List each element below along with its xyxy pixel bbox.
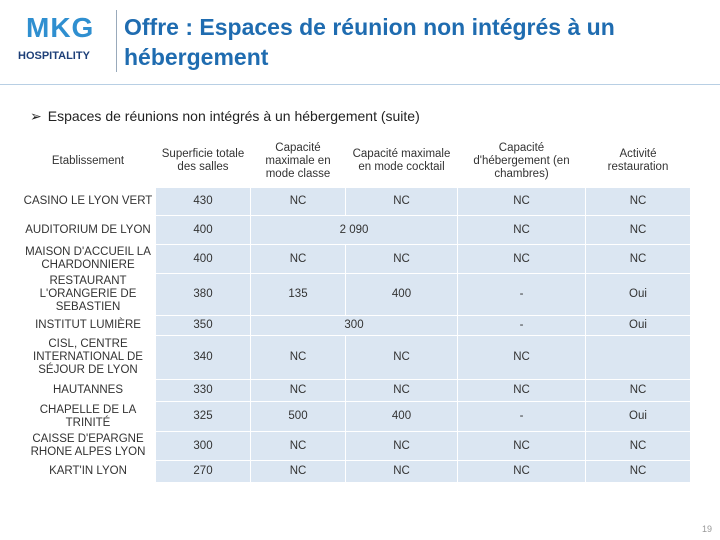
establishment-cell: RESTAURANT L'ORANGERIE DE SEBASTIEN (20, 273, 156, 316)
table-cell: NC (457, 379, 586, 402)
column-header: Capacité maximale en mode cocktail (345, 134, 458, 188)
table-cell: NC (585, 431, 691, 461)
table-cell: NC (250, 244, 346, 274)
establishment-cell: KART'IN LYON (20, 460, 156, 483)
table-cell: NC (585, 244, 691, 274)
column-header: Superficie totale des salles (155, 134, 251, 188)
establishment-cell: AUDITORIUM DE LYON (20, 215, 156, 245)
logo-subtext: HOSPITALITY (18, 50, 90, 62)
table-cell: 400 (155, 215, 251, 245)
table-cell: 300 (155, 431, 251, 461)
table-cell: NC (457, 244, 586, 274)
table-cell: NC (345, 431, 458, 461)
table-row: KART'IN LYON 270 NC NC NC NC (20, 460, 691, 483)
establishment-cell: MAISON D'ACCUEIL LA CHARDONNIERE (20, 244, 156, 274)
table-cell: NC (585, 187, 691, 216)
table-cell (585, 335, 691, 380)
logo: MKG HOSPITALITY (12, 12, 112, 68)
table-cell: Oui (585, 273, 691, 316)
table-cell: 135 (250, 273, 346, 316)
subtitle: Espaces de réunions non intégrés à un hé… (30, 108, 420, 125)
table-cell: NC (345, 244, 458, 274)
table-row: RESTAURANT L'ORANGERIE DE SEBASTIEN 380 13… (20, 273, 691, 316)
table-row: CHAPELLE DE LA TRINITÉ 325 500 400- Oui (20, 401, 691, 432)
table-cell: NC (345, 187, 458, 216)
table-cell: 300 (250, 315, 458, 336)
table-cell: 350 (155, 315, 251, 336)
table-cell: - (457, 401, 586, 432)
table-row: MAISON D'ACCUEIL LA CHARDONNIERE 400 NC NC N… (20, 244, 691, 274)
column-header: Capacité maximale en mode classe (250, 134, 346, 188)
establishment-cell: CHAPELLE DE LA TRINITÉ (20, 401, 156, 432)
table-cell: NC (345, 460, 458, 483)
page-number: 19 (701, 524, 712, 534)
establishment-cell: CISL, CENTRE INTERNATIONAL DE SÉJOUR DE … (20, 335, 156, 380)
table-cell: 500 (250, 401, 346, 432)
table-row: INSTITUT LUMIÈRE 350 300- Oui (20, 315, 691, 336)
table-cell: 270 (155, 460, 251, 483)
table-cell: NC (250, 431, 346, 461)
column-header: Activité restauration (585, 134, 691, 188)
table-cell: 325 (155, 401, 251, 432)
table-cell: NC (250, 379, 346, 402)
table-cell: 430 (155, 187, 251, 216)
table-cell: NC (457, 431, 586, 461)
table-cell: 400 (155, 244, 251, 274)
establishment-cell: HAUTANNES (20, 379, 156, 402)
separator (116, 10, 117, 72)
table-cell: 2 090 (250, 215, 458, 245)
table-cell: NC (457, 335, 586, 380)
table-row: CASINO LE LYON VERT 430 NC NC NC NC (20, 187, 691, 216)
table-cell: NC (457, 187, 586, 216)
table-cell: NC (345, 379, 458, 402)
table-cell: NC (250, 187, 346, 216)
table-row: CAISSE D'EPARGNE RHONE ALPES LYON 300 NC NC… (20, 431, 691, 461)
column-header: Etablissement (20, 134, 156, 188)
table-row: HAUTANNES 330 NC NC NC NC (20, 379, 691, 402)
table-row: CISL, CENTRE INTERNATIONAL DE SÉJOUR DE … (20, 335, 691, 380)
table-cell: NC (345, 335, 458, 380)
column-header: Capacité d'hébergement (en chambres) (457, 134, 586, 188)
establishment-cell: CAISSE D'EPARGNE RHONE ALPES LYON (20, 431, 156, 461)
table-cell: NC (585, 460, 691, 483)
table-cell: 330 (155, 379, 251, 402)
table-cell: 340 (155, 335, 251, 380)
table-cell: - (457, 273, 586, 316)
table-cell: 400 (345, 401, 458, 432)
table-cell: NC (457, 215, 586, 245)
establishment-cell: CASINO LE LYON VERT (20, 187, 156, 216)
table-cell: - (457, 315, 586, 336)
table-cell: NC (585, 379, 691, 402)
table-cell: NC (585, 215, 691, 245)
table-cell: Oui (585, 315, 691, 336)
table-cell: NC (250, 335, 346, 380)
table-cell: 400 (345, 273, 458, 316)
establishment-cell: INSTITUT LUMIÈRE (20, 315, 156, 336)
table-cell: Oui (585, 401, 691, 432)
table-cell: NC (250, 460, 346, 483)
table-cell: 380 (155, 273, 251, 316)
header-row: Etablissement Superficie totale des salle… (20, 134, 691, 188)
table: Etablissement Superficie totale des salle… (20, 134, 691, 483)
divider (0, 84, 720, 85)
table-cell: NC (457, 460, 586, 483)
title: Offre : Espaces de réunion non intégrés … (124, 14, 615, 70)
logo-text: MKG (26, 12, 95, 43)
table-row: AUDITORIUM DE LYON 400 2 090 NC NC (20, 215, 691, 245)
